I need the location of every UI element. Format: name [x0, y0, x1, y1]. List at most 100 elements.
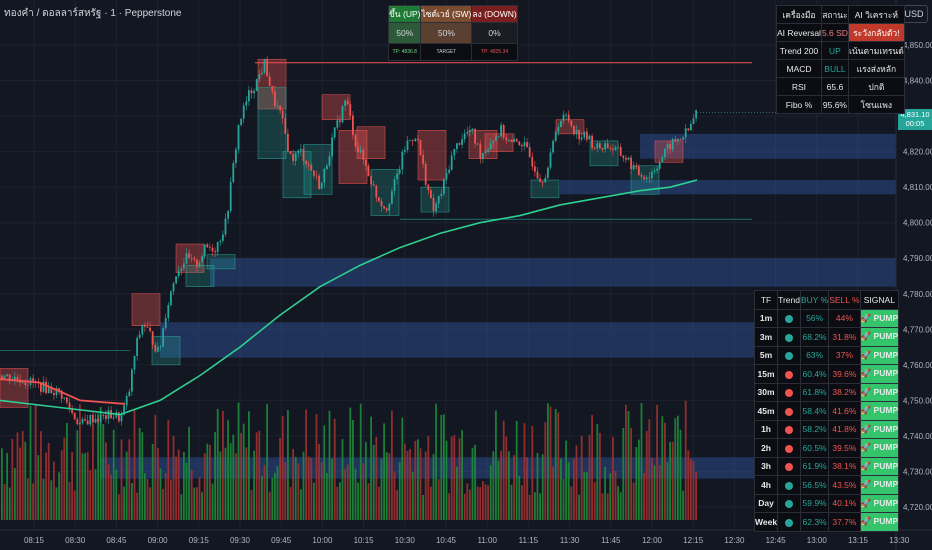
bull-candle	[544, 177, 547, 183]
tf-row: 1m 56% 44% 🚀 PUMP	[753, 308, 900, 328]
bear-candle	[86, 420, 89, 425]
time-tick-label: 13:15	[848, 536, 869, 545]
bear-candle	[474, 128, 476, 144]
demand-zone	[210, 258, 896, 287]
symbol-title[interactable]: ทองคำ / ดอลลาร์สหรัฐ · 1 · Pepperstone	[4, 8, 182, 19]
volume-bar	[471, 447, 474, 520]
volume-bar	[190, 469, 193, 520]
bear-candle	[315, 175, 318, 177]
bull-candle	[406, 140, 409, 151]
time-tick-label: 09:45	[271, 536, 292, 545]
demand-block	[206, 254, 236, 270]
bull-candle	[396, 173, 398, 180]
bull-candle	[47, 387, 50, 394]
volume-bar	[328, 410, 331, 520]
bull-candle	[596, 143, 599, 149]
volume-bar	[630, 428, 632, 520]
volume-bar	[120, 439, 123, 520]
price-tick-label: 4,800.00	[903, 219, 932, 228]
bull-candle	[229, 181, 232, 211]
bull-candle	[162, 328, 164, 347]
supply-block	[131, 293, 161, 327]
ai-analysis-table: เครื่องมือ สถานะ AI วิเคราะห์ AI Reversa…	[776, 5, 905, 114]
volume-bar	[578, 494, 580, 520]
time-axis[interactable]: 08:15 08:30 08:45 09:00 09:15 09:30 09:45 10:00…	[0, 529, 932, 545]
time-tick-label: 11:45	[601, 536, 621, 545]
bull-candle	[21, 382, 24, 384]
bull-candle	[326, 165, 328, 170]
bear-candle	[118, 412, 120, 422]
volume-bar	[510, 484, 513, 520]
bull-candle	[664, 148, 666, 157]
volume-bar	[55, 487, 58, 520]
bull-candle	[401, 151, 404, 170]
bull-candle	[359, 149, 362, 152]
ai-row-rsi-tool: RSI	[776, 77, 822, 96]
tf-row: 4h 56.5% 43.5% 🚀 PUMP	[753, 475, 900, 495]
volume-bar	[294, 456, 297, 520]
tf-header-trend: Trend	[777, 290, 801, 310]
bull-candle	[443, 179, 445, 194]
volume-bar	[144, 473, 146, 520]
tf-sell: 41.6%	[828, 401, 861, 421]
tf-buy: 60.5%	[799, 438, 830, 458]
bear-candle	[479, 143, 482, 159]
bear-candle	[599, 143, 601, 149]
volume-bar	[170, 479, 172, 520]
bear-candle	[76, 419, 79, 425]
bear-candle	[149, 327, 151, 332]
tf-sell: 38.2%	[828, 382, 861, 402]
tf-trend	[777, 382, 801, 402]
volume-bar	[84, 453, 86, 520]
bull-candle	[333, 127, 336, 138]
bear-candle	[372, 184, 375, 186]
trend-up-dot-icon	[785, 315, 793, 323]
bull-candle	[328, 156, 331, 166]
bull-candle	[99, 414, 102, 422]
volume-bars	[1, 400, 697, 520]
volume-bar	[474, 444, 476, 520]
bull-candle	[557, 127, 560, 132]
tf-label: 15m	[753, 364, 779, 384]
tf-signal: 🚀 PUMP	[859, 327, 900, 347]
volume-bar	[461, 430, 463, 520]
time-tick-label: 10:00	[312, 536, 333, 545]
volume-bar	[310, 457, 313, 520]
trend-down-dot-icon	[785, 463, 793, 471]
time-tick-label: 10:30	[395, 536, 416, 545]
signal-value-down: 0%	[471, 22, 518, 44]
bear-candle	[268, 76, 271, 86]
volume-bar	[164, 473, 167, 520]
volume-bar	[253, 450, 255, 520]
bull-candle	[120, 414, 123, 422]
volume-bar	[266, 403, 268, 520]
ai-row-macd-tool: MACD	[776, 59, 822, 78]
volume-bar	[229, 443, 232, 520]
bull-candle	[276, 106, 279, 107]
volume-bar	[21, 431, 24, 520]
volume-bar	[599, 432, 601, 520]
tf-signal: 🚀 PUMP	[859, 493, 900, 513]
tf-sell: 41.8%	[828, 419, 861, 439]
demand-block	[589, 140, 619, 167]
bear-candle	[531, 156, 534, 167]
trend-down-dot-icon	[785, 426, 793, 434]
bear-candle	[609, 147, 612, 149]
bull-candle	[6, 374, 8, 377]
bull-candle	[448, 169, 450, 173]
bear-candle	[541, 182, 544, 183]
volume-bar	[94, 469, 97, 520]
volume-bar	[271, 477, 274, 520]
volume-bar	[287, 410, 289, 520]
price-tick-label: 4,850.00	[903, 41, 932, 50]
volume-bar	[58, 472, 60, 520]
price-tick-label: 4,750.00	[903, 396, 932, 405]
volume-bar	[292, 448, 294, 520]
bull-candle	[391, 191, 393, 204]
volume-bar	[411, 471, 414, 520]
bull-candle	[445, 172, 448, 180]
volume-bar	[370, 416, 372, 520]
volume-bar	[313, 482, 315, 520]
tf-label: Week	[753, 512, 779, 532]
